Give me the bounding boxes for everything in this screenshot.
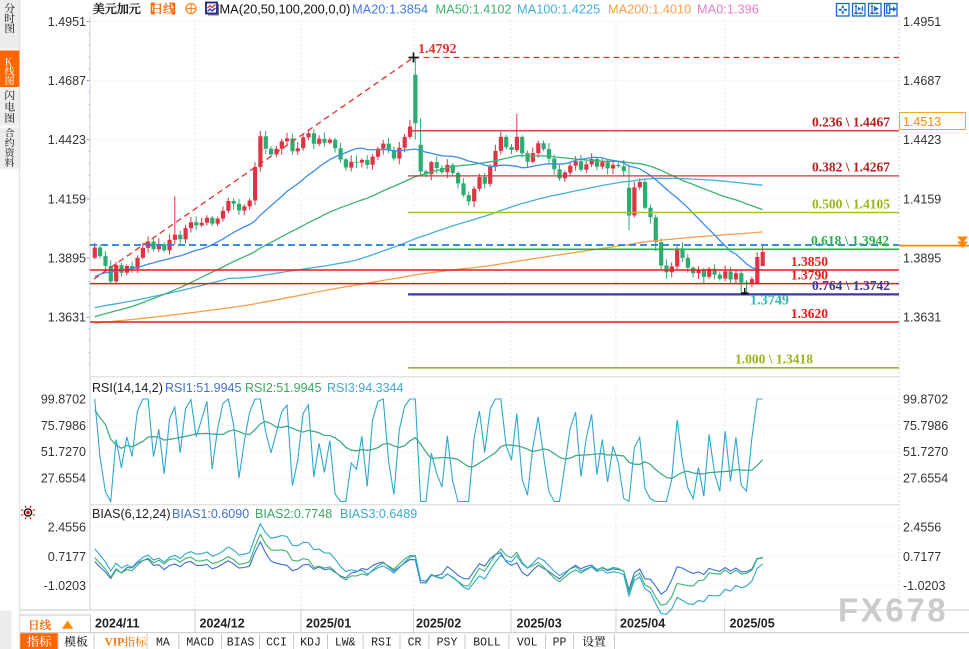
svg-text:0.382 \ 1.4267: 0.382 \ 1.4267 (812, 160, 890, 175)
svg-text:MA100:1.4225: MA100:1.4225 (517, 2, 600, 17)
svg-text:1.3790: 1.3790 (791, 267, 828, 282)
svg-text:1.4951: 1.4951 (48, 15, 86, 29)
svg-text:99.8702: 99.8702 (903, 393, 948, 407)
svg-text:1.3631: 1.3631 (903, 311, 941, 325)
svg-text:2.4556: 2.4556 (48, 521, 86, 535)
svg-text:2025/04: 2025/04 (620, 617, 665, 631)
svg-text:RSI1:51.9945: RSI1:51.9945 (165, 381, 241, 395)
svg-text:1.4159: 1.4159 (48, 192, 86, 206)
svg-text:2024/11: 2024/11 (95, 617, 140, 631)
svg-text:99.8702: 99.8702 (41, 393, 86, 407)
svg-text:0.618 \ 1.3942: 0.618 \ 1.3942 (811, 233, 889, 248)
svg-text:1.3895: 1.3895 (48, 252, 86, 266)
svg-text:2024/12: 2024/12 (200, 617, 245, 631)
svg-text:2025/01: 2025/01 (306, 617, 351, 631)
svg-text:BIAS2:0.7748: BIAS2:0.7748 (255, 507, 332, 521)
svg-text:0.500 \ 1.4105: 0.500 \ 1.4105 (812, 196, 890, 211)
svg-text:51.7270: 51.7270 (903, 445, 948, 459)
svg-text:MACD: MACD (186, 637, 214, 649)
svg-text:1.3620: 1.3620 (791, 306, 828, 321)
svg-text:PP: PP (553, 637, 567, 649)
svg-text:1.3850: 1.3850 (791, 254, 828, 269)
svg-text:0.7177: 0.7177 (903, 550, 941, 564)
svg-text:1.4159: 1.4159 (903, 192, 941, 206)
svg-text:1.000 \ 1.3418: 1.000 \ 1.3418 (735, 352, 813, 367)
svg-text:0.236 \ 1.4467: 0.236 \ 1.4467 (812, 115, 890, 130)
svg-text:RSI: RSI (371, 637, 392, 649)
svg-text:1.4423: 1.4423 (903, 133, 941, 147)
svg-text:CCI: CCI (266, 637, 287, 649)
svg-text:CR: CR (408, 637, 422, 649)
svg-text:2025/02: 2025/02 (416, 617, 461, 631)
svg-text:RSI2:51.9945: RSI2:51.9945 (245, 381, 321, 395)
svg-text:BIAS(6,12,24): BIAS(6,12,24) (92, 507, 171, 521)
svg-text:MA50:1.4102: MA50:1.4102 (436, 2, 512, 17)
svg-text:BIAS3:0.6489: BIAS3:0.6489 (340, 507, 417, 521)
svg-text:51.7270: 51.7270 (41, 445, 86, 459)
svg-text:BIAS: BIAS (227, 637, 255, 649)
svg-text:27.6554: 27.6554 (41, 472, 86, 486)
svg-text:0.764 \ 1.3742: 0.764 \ 1.3742 (812, 278, 890, 293)
svg-text:FX678: FX678 (838, 592, 948, 629)
svg-text:RSI3:94.3344: RSI3:94.3344 (327, 381, 403, 395)
svg-text:1.4687: 1.4687 (903, 74, 941, 88)
svg-text:VIP: VIP (105, 637, 125, 649)
svg-text:KDJ: KDJ (300, 637, 321, 649)
svg-text:1.4792: 1.4792 (418, 42, 457, 57)
svg-text:27.6554: 27.6554 (903, 472, 948, 486)
svg-text:MA20:1.3854: MA20:1.3854 (352, 2, 428, 17)
svg-text:MA0:1.396: MA0:1.396 (697, 2, 759, 17)
svg-text:0.7177: 0.7177 (48, 550, 86, 564)
svg-text:MA: MA (156, 637, 170, 649)
svg-text:75.7986: 75.7986 (903, 419, 948, 433)
svg-text:-1.0203: -1.0203 (44, 579, 86, 593)
svg-text:1.4513: 1.4513 (903, 115, 941, 129)
svg-text:LW&: LW& (335, 637, 356, 649)
svg-text:BIAS1:0.6090: BIAS1:0.6090 (172, 507, 249, 521)
svg-text:2025/05: 2025/05 (730, 617, 775, 631)
svg-text:2025/03: 2025/03 (517, 617, 562, 631)
svg-text:1.4951: 1.4951 (903, 15, 941, 29)
svg-text:1.3631: 1.3631 (48, 311, 86, 325)
svg-text:75.7986: 75.7986 (41, 419, 86, 433)
svg-text:-1.0203: -1.0203 (903, 579, 945, 593)
svg-text:RSI(14,14,2): RSI(14,14,2) (92, 381, 163, 395)
svg-text:BOLL: BOLL (473, 637, 501, 649)
svg-text:2.4556: 2.4556 (903, 521, 941, 535)
svg-text:1.3749: 1.3749 (750, 293, 789, 309)
svg-text:1.4423: 1.4423 (48, 133, 86, 147)
svg-text:MA(20,50,100,200,0,0): MA(20,50,100,200,0,0) (220, 2, 351, 17)
svg-text:1.3895: 1.3895 (903, 252, 941, 266)
svg-text:VOL: VOL (517, 637, 538, 649)
svg-text:1.4687: 1.4687 (48, 74, 86, 88)
svg-text:PSY: PSY (437, 637, 458, 649)
svg-text:MA200:1.4010: MA200:1.4010 (608, 2, 691, 17)
